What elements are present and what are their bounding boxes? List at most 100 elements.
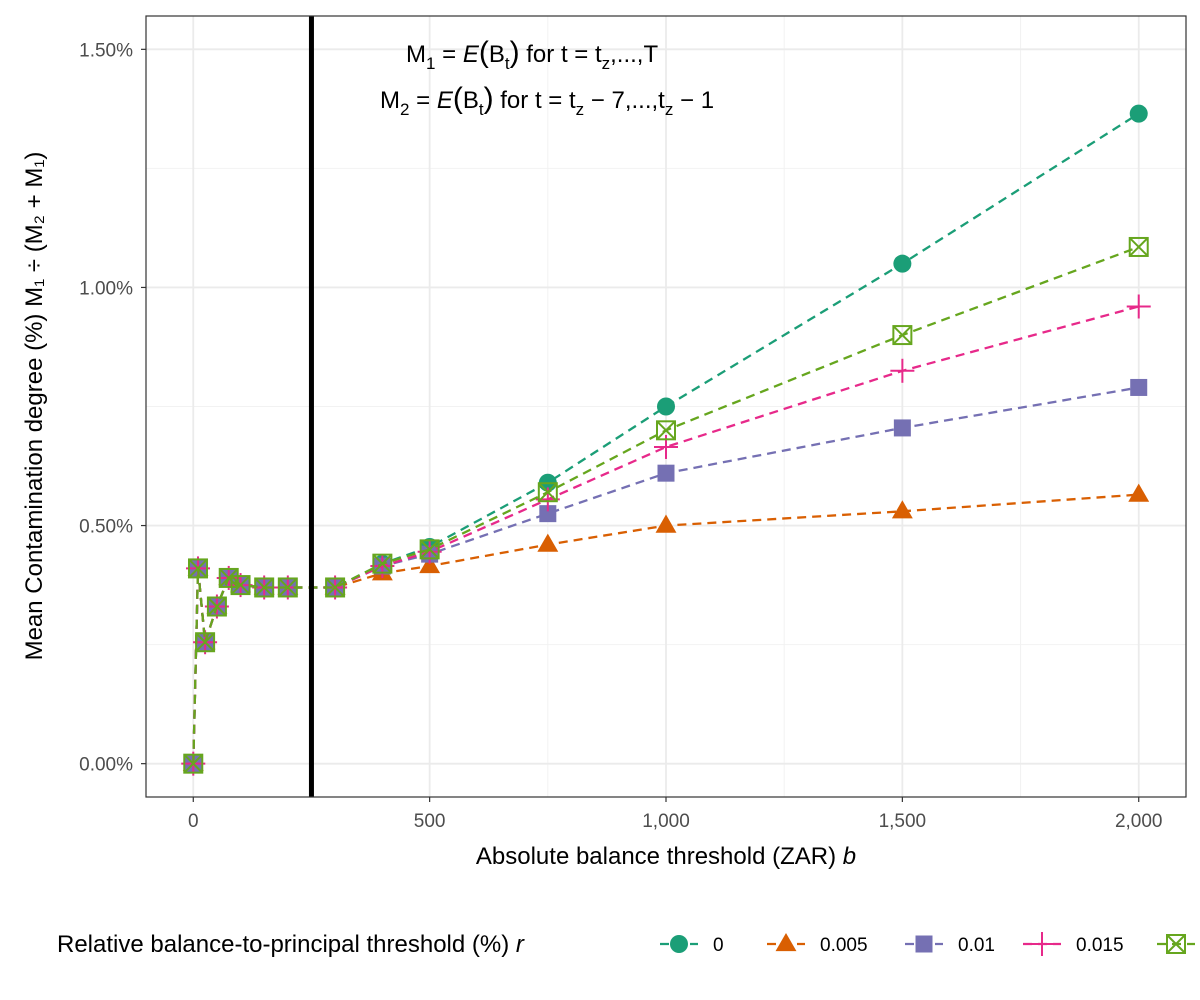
annotation-line-1: M1 = E(Bt) for t = tz,...,T — [406, 36, 658, 73]
x-tick-label: 2,000 — [1115, 811, 1163, 832]
boxcross-marker-diag — [892, 325, 913, 345]
triangle-marker-shape — [655, 514, 677, 533]
boxcross-marker-diag — [254, 577, 274, 598]
data-point — [1129, 104, 1148, 123]
square-marker-shape — [1130, 378, 1148, 396]
square-marker-shape — [539, 505, 557, 523]
legend-label: 0.01 — [958, 935, 995, 956]
x-axis-title: Absolute balance threshold (ZAR) b — [476, 843, 856, 870]
axes-layer: 0 500 1,000 1,500 2,000 0.00% 0.50% 1.00% 1.50% — [79, 40, 1162, 832]
series-layer — [181, 104, 1151, 776]
boxcross-marker-diag — [538, 482, 558, 502]
data-point — [657, 464, 675, 482]
data-point — [1126, 294, 1151, 319]
boxcross-marker-box — [372, 553, 393, 574]
triangle-marker-shape — [891, 500, 913, 519]
boxcross-marker-diag — [207, 596, 227, 617]
legend-key-2: 0.01 — [905, 935, 995, 956]
data-point — [195, 632, 216, 653]
boxcross-marker-box — [537, 482, 558, 503]
triangle-marker-shape — [537, 533, 559, 552]
boxcross-marker-box — [325, 577, 346, 598]
legend-title: Relative balance-to-principal threshold … — [57, 931, 525, 958]
data-point — [277, 577, 298, 598]
data-point — [419, 555, 441, 574]
legend-key-3: 0.015 — [1023, 932, 1124, 956]
data-point — [1128, 236, 1149, 257]
legend-keys: 0 0.005 0.01 0.015 — [660, 932, 1195, 956]
y-tick-label: 0.00% — [79, 755, 133, 776]
y-tick-label: 1.00% — [79, 278, 133, 299]
legend-key-4 — [1157, 934, 1195, 954]
triangle-marker-shape — [419, 555, 441, 574]
series-line — [192, 386, 1139, 764]
legend-key-1: 0.005 — [767, 933, 868, 956]
boxcross-marker-diag — [278, 577, 298, 598]
x-tick-label: 1,000 — [642, 811, 690, 832]
boxcross-marker-box — [1166, 934, 1186, 954]
legend-label: 0.005 — [820, 935, 868, 956]
data-point — [419, 539, 440, 560]
boxcross-marker-diag — [183, 753, 203, 774]
boxcross-marker-box — [183, 753, 204, 774]
boxcross-marker-box — [188, 558, 208, 579]
boxcross-marker-diag — [195, 632, 215, 652]
boxcross-marker-diag — [1129, 237, 1149, 257]
boxcross-marker-box — [206, 596, 227, 617]
legend-marker — [1030, 932, 1054, 956]
boxcross-marker-box — [218, 567, 239, 588]
circle-marker-shape — [657, 397, 675, 416]
square-marker-shape — [657, 464, 675, 482]
boxcross-marker-box — [892, 325, 913, 346]
boxcross-marker-diag — [188, 558, 208, 579]
data-point — [372, 553, 393, 574]
data-point — [539, 505, 557, 523]
data-point — [655, 514, 677, 533]
series-4 — [183, 236, 1149, 774]
boxcross-marker-diag — [325, 577, 345, 598]
series-line — [192, 245, 1140, 764]
legend-label: 0 — [713, 935, 724, 956]
legend-marker — [775, 933, 797, 952]
data-point — [188, 558, 208, 579]
series-line — [192, 493, 1139, 764]
boxcross-marker-diag — [372, 553, 393, 574]
x-tick-label: 1,500 — [879, 811, 927, 832]
data-point — [537, 482, 558, 503]
data-point — [325, 577, 346, 598]
data-point — [254, 577, 275, 598]
circle-marker-shape — [893, 254, 912, 273]
square-marker-shape — [915, 935, 933, 953]
y-tick-label: 1.50% — [79, 40, 133, 61]
boxcross-marker-box — [656, 420, 676, 441]
data-point — [206, 596, 227, 617]
x-tick-label: 0 — [188, 811, 199, 832]
legend-marker — [915, 935, 933, 953]
triangle-marker-shape — [775, 933, 797, 952]
data-point — [183, 753, 204, 774]
boxcross-marker-diag — [419, 539, 440, 560]
circle-marker-shape — [1129, 104, 1148, 123]
data-point — [891, 500, 913, 519]
square-marker-shape — [893, 419, 911, 437]
x-tick-label: 500 — [414, 811, 446, 832]
data-point — [657, 397, 675, 416]
boxcross-marker-diag — [1166, 934, 1186, 954]
boxcross-marker-box — [419, 539, 440, 560]
boxcross-marker-box — [230, 575, 251, 596]
legend-key-0: 0 — [660, 935, 724, 956]
y-tick-label: 0.50% — [79, 517, 133, 538]
data-point — [537, 533, 559, 552]
boxcross-marker-box — [195, 632, 216, 653]
data-point — [892, 325, 913, 346]
circle-marker-shape — [670, 935, 688, 953]
data-point — [218, 567, 239, 588]
boxcross-marker-box — [277, 577, 298, 598]
data-point — [1128, 483, 1150, 502]
boxcross-marker-diag — [230, 575, 251, 595]
data-point — [890, 358, 915, 383]
data-point — [656, 420, 676, 441]
legend: Relative balance-to-principal threshold … — [57, 931, 1195, 958]
